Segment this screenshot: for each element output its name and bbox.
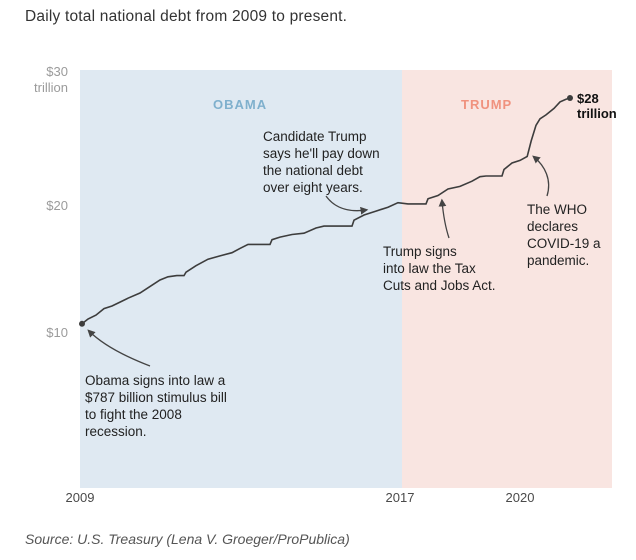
y-axis-tick-10: $10	[46, 325, 68, 340]
annotation-arrows	[87, 155, 550, 367]
era-band-obama	[80, 70, 402, 488]
arrow-stimulus-icon	[87, 329, 151, 367]
y-axis-tick-20: $20	[46, 198, 68, 213]
annotation-candidate-trump: Candidate Trump says he'll pay down the …	[263, 129, 380, 195]
y-axis-tick-30-trillion: $30 trillion	[34, 64, 68, 95]
source-credit: Source: U.S. Treasury (Lena V. Groeger/P…	[25, 531, 350, 547]
annotation-stimulus: Obama signs into law a $787 billion stim…	[85, 373, 227, 439]
arrow-candidate-trump-icon	[325, 195, 369, 215]
x-axis-tick-2017: 2017	[385, 490, 415, 505]
era-label-obama: OBAMA	[213, 97, 268, 112]
era-band-trump	[402, 70, 612, 488]
arrow-who-pandemic-icon	[532, 155, 550, 197]
end-point-dot	[567, 95, 573, 101]
end-value-label: $28 trillion	[577, 91, 617, 121]
debt-line	[81, 97, 571, 325]
annotation-tax-cuts: Trump signs into law the Tax Cuts and Jo…	[383, 244, 496, 293]
x-axis-tick-2020: 2020	[505, 490, 535, 505]
chart-title: Daily total national debt from 2009 to p…	[25, 8, 348, 25]
annotation-who-pandemic: The WHO declares COVID-19 a pandemic.	[527, 202, 601, 268]
start-point-dot	[79, 320, 85, 327]
arrow-tax-cuts-icon	[438, 198, 450, 239]
chart-layers	[79, 70, 612, 488]
era-label-trump: TRUMP	[461, 97, 513, 112]
x-axis-tick-2009: 2009	[65, 490, 95, 505]
